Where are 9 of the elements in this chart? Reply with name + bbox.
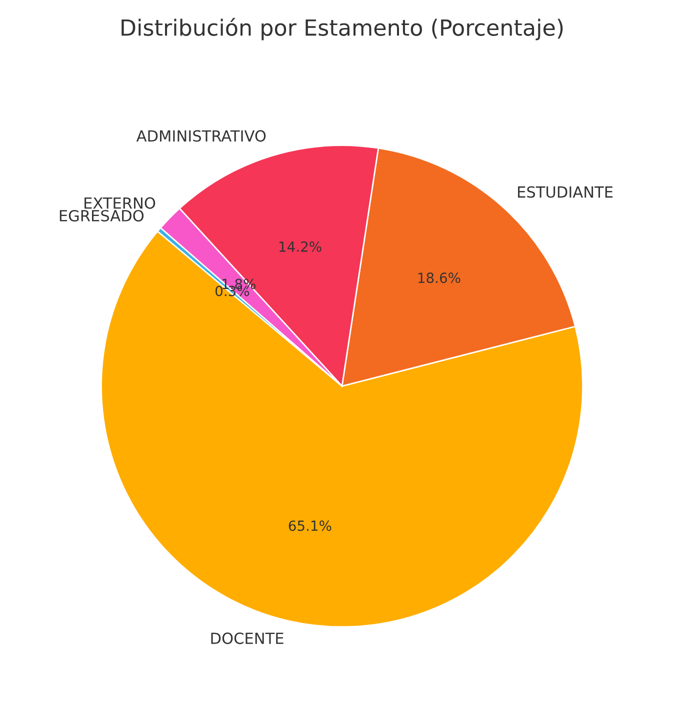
slice-label: EGRESADO [60, 210, 144, 222]
data-label: 14.2% [280, 241, 322, 252]
data-label: 65.1% [288, 520, 332, 531]
slice-label: EXTERNO [84, 197, 156, 209]
slice-label: ESTUDIANTE [518, 186, 613, 198]
slice-label: DOCENTE [211, 632, 284, 644]
data-label: 18.6% [418, 272, 460, 284]
slice-label: ADMINISTRATIVO [136, 130, 266, 142]
chart-title: Distribución por Estamento (Porcentaje) [122, 18, 563, 40]
